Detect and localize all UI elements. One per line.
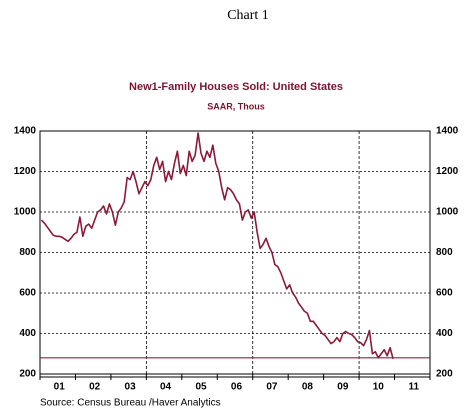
x-tick-label: 07 (266, 382, 278, 393)
y2-tick-label: 800 (436, 247, 453, 258)
y-tick-label: 600 (19, 288, 36, 299)
x-tick-label: 06 (231, 382, 243, 393)
chart-subtitle: SAAR, Thous (207, 101, 265, 111)
y2-tick-label: 1400 (436, 126, 459, 137)
y2-tick-label: 200 (436, 369, 453, 380)
x-tick-label: 11 (408, 382, 419, 393)
x-tick-label: 05 (195, 382, 207, 393)
x-tick-label: 04 (160, 382, 172, 393)
y2-tick-label: 1000 (436, 207, 459, 218)
y-tick-label: 1400 (14, 126, 37, 137)
chart-header: Chart 1 (227, 8, 269, 23)
x-tick-label: 10 (373, 382, 385, 393)
source-note: Source: Census Bureau /Haver Analytics (40, 398, 221, 409)
y-tick-label: 800 (19, 247, 36, 258)
y2-tick-label: 400 (436, 328, 453, 339)
x-tick-label: 01 (54, 382, 66, 393)
y-tick-label: 400 (19, 328, 36, 339)
y2-tick-label: 600 (436, 288, 453, 299)
y-tick-label: 1200 (14, 166, 37, 177)
x-tick-label: 03 (125, 382, 137, 393)
x-tick-label: 09 (337, 382, 349, 393)
y2-tick-label: 1200 (436, 166, 459, 177)
x-tick-label: 08 (302, 382, 314, 393)
chart-title: New1-Family Houses Sold: United States (129, 81, 343, 93)
plot-frame (39, 130, 431, 375)
data-line (40, 132, 394, 360)
y-tick-label: 200 (19, 369, 36, 380)
x-tick-label: 02 (89, 382, 101, 393)
y-tick-label: 1000 (14, 207, 37, 218)
